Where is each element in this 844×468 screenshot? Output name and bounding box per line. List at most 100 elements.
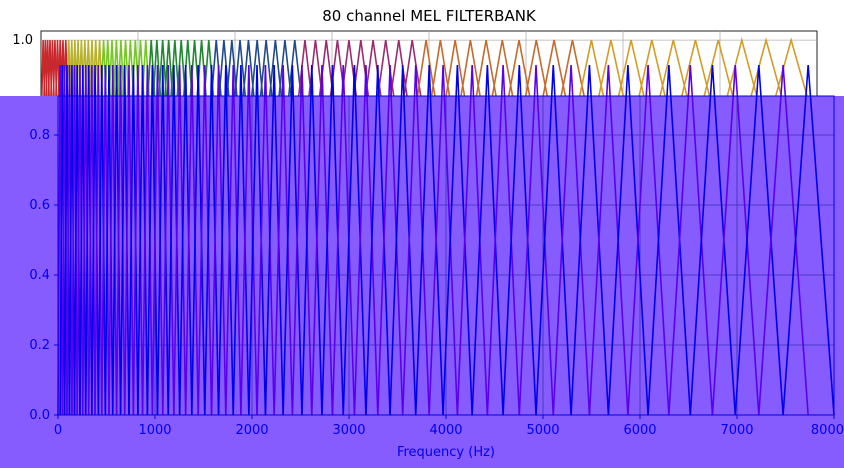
x-tick-labels: 0 1000 2000 3000 4000 5000 6000 7000 8000	[54, 415, 844, 438]
overlay-filter-line	[711, 64, 760, 416]
x-tick-label: 3000	[332, 423, 365, 438]
overlay-filter-line	[240, 64, 258, 416]
overlay-filter-line	[689, 64, 737, 416]
overlay-filter-line	[401, 64, 430, 416]
overlay-filter-line	[173, 64, 187, 416]
overlay-filter-line	[342, 64, 367, 416]
overlay-filter-line	[151, 64, 164, 416]
overlay-filter-line	[203, 64, 220, 416]
overlay-filter-line	[734, 64, 784, 416]
overlay-filter-line	[108, 64, 118, 416]
overlay-filter-line	[428, 64, 459, 416]
overlay-filter-line	[301, 64, 323, 416]
overlay-filter-line	[91, 64, 100, 416]
overlay-filter-line	[248, 64, 267, 416]
overlay-filter-line	[178, 64, 193, 416]
x-tick-label: 6000	[623, 423, 656, 438]
x-tick-label: 4000	[429, 423, 462, 438]
overlay-filter-line	[588, 64, 629, 416]
x-tick-label: 5000	[526, 423, 559, 438]
chart-title: 80 channel MEL FILTERBANK	[322, 7, 537, 25]
overlay-filter-line	[627, 64, 670, 416]
overlay-filter-line	[146, 64, 159, 416]
overlay-filter-line	[101, 64, 110, 416]
overlay-filter-line	[264, 64, 284, 416]
overlay-filter-line	[552, 64, 591, 416]
overlay-filter-line	[782, 64, 835, 416]
y-tick-label: 0.2	[29, 338, 50, 353]
overlay-filter-line	[668, 64, 714, 416]
overlay-filter-line	[389, 64, 417, 416]
x-axis-label: Frequency (Hz)	[397, 445, 495, 460]
overlay-filter-line	[353, 64, 379, 416]
y-tick-label: 0.4	[29, 268, 50, 283]
overlay-filter-line	[414, 64, 444, 416]
overlay-filter-line	[68, 64, 76, 416]
x-tick-label: 0	[54, 423, 62, 438]
x-tick-label: 2000	[235, 423, 268, 438]
overlay-filter-line	[63, 64, 71, 416]
overlay-filter-line	[71, 64, 78, 416]
overlay-filter-line	[456, 64, 489, 416]
overlay-filter-line	[647, 64, 692, 416]
overlay-filter-line	[119, 64, 130, 416]
overlay-filter-line	[87, 64, 96, 416]
overlay-filter-line	[232, 64, 250, 416]
overlay-filter-line	[518, 64, 555, 416]
overlay-plot-area: 0.0 0.2 0.4 0.6 0.8 0 1000 2000 3000 4000 5000 600…	[0, 64, 844, 468]
overlay-filter-line	[161, 64, 175, 416]
overlay-filter-line	[365, 64, 391, 416]
overlay-filter-line	[97, 64, 107, 416]
overlay-filter-line	[607, 64, 649, 416]
overlay-filter-line	[84, 64, 93, 416]
overlay-filter-line	[224, 64, 242, 416]
overlay-filter-line	[66, 64, 73, 416]
y-tick-label: 0.8	[29, 128, 50, 143]
overlay-filter-line	[486, 64, 521, 416]
overlay-filter-line	[570, 64, 610, 416]
overlay-filter-line	[758, 64, 809, 416]
overlay-filter-line	[502, 64, 537, 416]
y-tick-labels: 0.0 0.2 0.4 0.6 0.8	[29, 128, 58, 423]
overlay-filter-line	[128, 64, 139, 416]
overlay-filter-line	[104, 64, 114, 416]
overlay-filter-line	[442, 64, 473, 416]
overlay-filter-line	[310, 64, 334, 416]
overlay-filter-line	[535, 64, 572, 416]
overlay-filter-line	[282, 64, 303, 416]
overlay-filter-line	[79, 64, 87, 416]
overlay-filter-line	[167, 64, 181, 416]
overlay-filter-line	[123, 64, 135, 416]
x-tick-label: 8000	[811, 423, 844, 438]
top-y-tick-label: 1.0	[12, 33, 33, 48]
overlay-filter-line	[273, 64, 294, 416]
overlay-filter-line	[111, 64, 122, 416]
overlay-filter-line	[321, 64, 345, 416]
x-tick-label: 7000	[720, 423, 753, 438]
overlay-filter-line	[115, 64, 126, 416]
overlay-filter-line	[291, 64, 313, 416]
overlay-filter-line	[94, 64, 103, 416]
overlay-filter-line	[191, 64, 206, 416]
overlay-filter-line	[256, 64, 275, 416]
overlay-filter-line	[377, 64, 404, 416]
overlay-filter-line	[210, 64, 227, 416]
overlay-filter-line	[184, 64, 200, 416]
x-tick-label: 1000	[138, 423, 171, 438]
overlay-filter-line	[156, 64, 170, 416]
overlay-filter-line	[73, 64, 81, 416]
y-tick-label: 0.0	[29, 408, 50, 423]
overlay-filter-lines	[57, 64, 835, 416]
y-tick-label: 0.6	[29, 198, 50, 213]
overlay-filter-line	[471, 64, 504, 416]
overlay-filter-line	[81, 64, 90, 416]
overlay-filter-line	[331, 64, 356, 416]
overlay-filter-line	[76, 64, 84, 416]
overlay-filter-line	[217, 64, 235, 416]
overlay-filter-line	[137, 64, 149, 416]
overlay-filter-line	[141, 64, 154, 416]
overlay-filter-line	[197, 64, 213, 416]
overlay-filter-line	[132, 64, 144, 416]
